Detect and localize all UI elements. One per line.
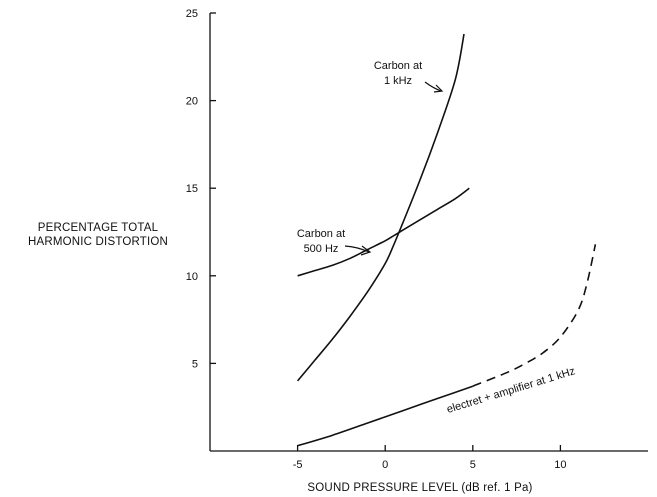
y-axis-title-line2: HARMONIC DISTORTION [28,236,168,248]
carbon-1khz-label-line2: 1 kHz [384,75,412,87]
y-tick-label: 5 [192,358,198,370]
carbon-500hz-curve [297,187,470,277]
x-tick-label: 0 [382,459,388,471]
carbon-500hz-pointer [344,245,370,253]
carbon-1khz-arrowhead [433,84,444,93]
x-axis-title: SOUND PRESSURE LEVEL (dB ref. 1 Pa) [307,482,532,494]
carbon-500hz-label-line2: 500 Hz [304,243,339,255]
electret-amplifier-curve-dashed [472,244,597,387]
x-tick-label: 10 [554,459,566,471]
x-tick-label: 5 [470,459,476,471]
carbon-1khz-label-line1: Carbon at [374,60,422,72]
y-tick-label: 20 [186,96,198,108]
tick-labels: 5 10 15 20 25 -5 0 5 10 [186,8,567,471]
tick-marks [210,12,562,451]
curves [296,33,597,447]
electret-amplifier-label: electret + amplifier at 1 kHz [445,365,576,416]
axis-titles: PERCENTAGE TOTAL HARMONIC DISTORTION SOUND… [28,222,532,494]
axes [209,13,648,452]
carbon-1khz-pointer [424,81,442,92]
y-tick-label: 15 [186,183,198,195]
y-axis-title-line1: PERCENTAGE TOTAL [38,222,159,234]
y-tick-label: 25 [186,8,198,20]
carbon-500hz-label-line1: Carbon at [297,228,345,240]
x-tick-label: -5 [293,459,303,471]
carbon-1khz-curve [296,33,465,382]
electret-amplifier-curve-solid [297,385,474,447]
y-tick-label: 10 [186,271,198,283]
annotations: Carbon at 1 kHz Carbon at 500 Hz electret + … [297,60,577,416]
carbon-500hz-arrowhead [360,245,372,256]
